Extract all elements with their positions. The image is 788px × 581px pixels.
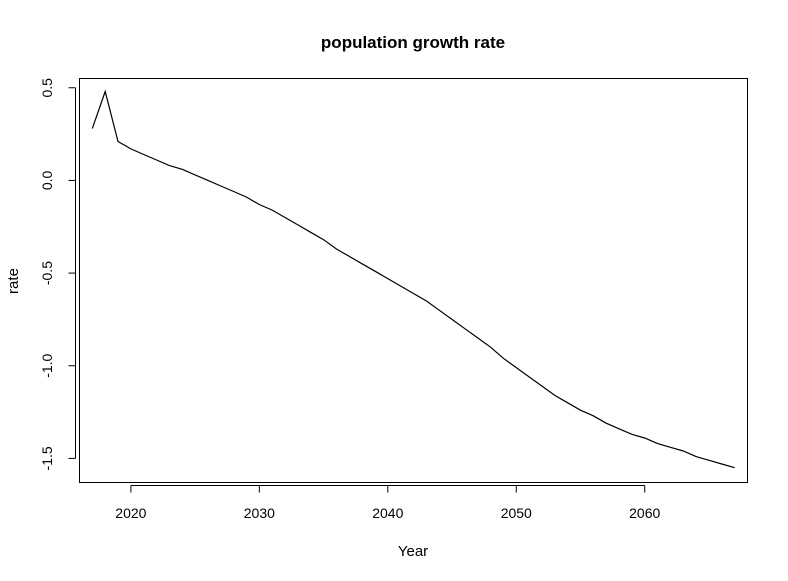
y-axis: 0.5 0.0 -0.5 -1.0 -1.5	[39, 78, 76, 470]
x-tick-label: 2030	[244, 505, 275, 521]
y-tick-label: -0.5	[39, 261, 55, 285]
y-tick-label: -1.5	[39, 446, 55, 470]
y-tick-label: 0.5	[39, 78, 55, 98]
x-axis-label: Year	[398, 543, 428, 560]
series-layer	[91, 89, 735, 469]
x-tick-label: 2040	[372, 505, 403, 521]
y-axis-label: rate	[5, 268, 22, 294]
chart-title: population growth rate	[321, 33, 505, 52]
y-tick-label: 0.0	[39, 170, 55, 190]
x-tick-label: 2020	[115, 505, 146, 521]
x-tick-label: 2050	[501, 505, 532, 521]
x-axis: 2020 2030 2040 2050 2060	[115, 485, 661, 521]
y-tick-label: -1.0	[39, 353, 55, 377]
series-line	[91, 89, 735, 469]
x-tick-label: 2060	[629, 505, 660, 521]
plot-area	[79, 78, 748, 483]
